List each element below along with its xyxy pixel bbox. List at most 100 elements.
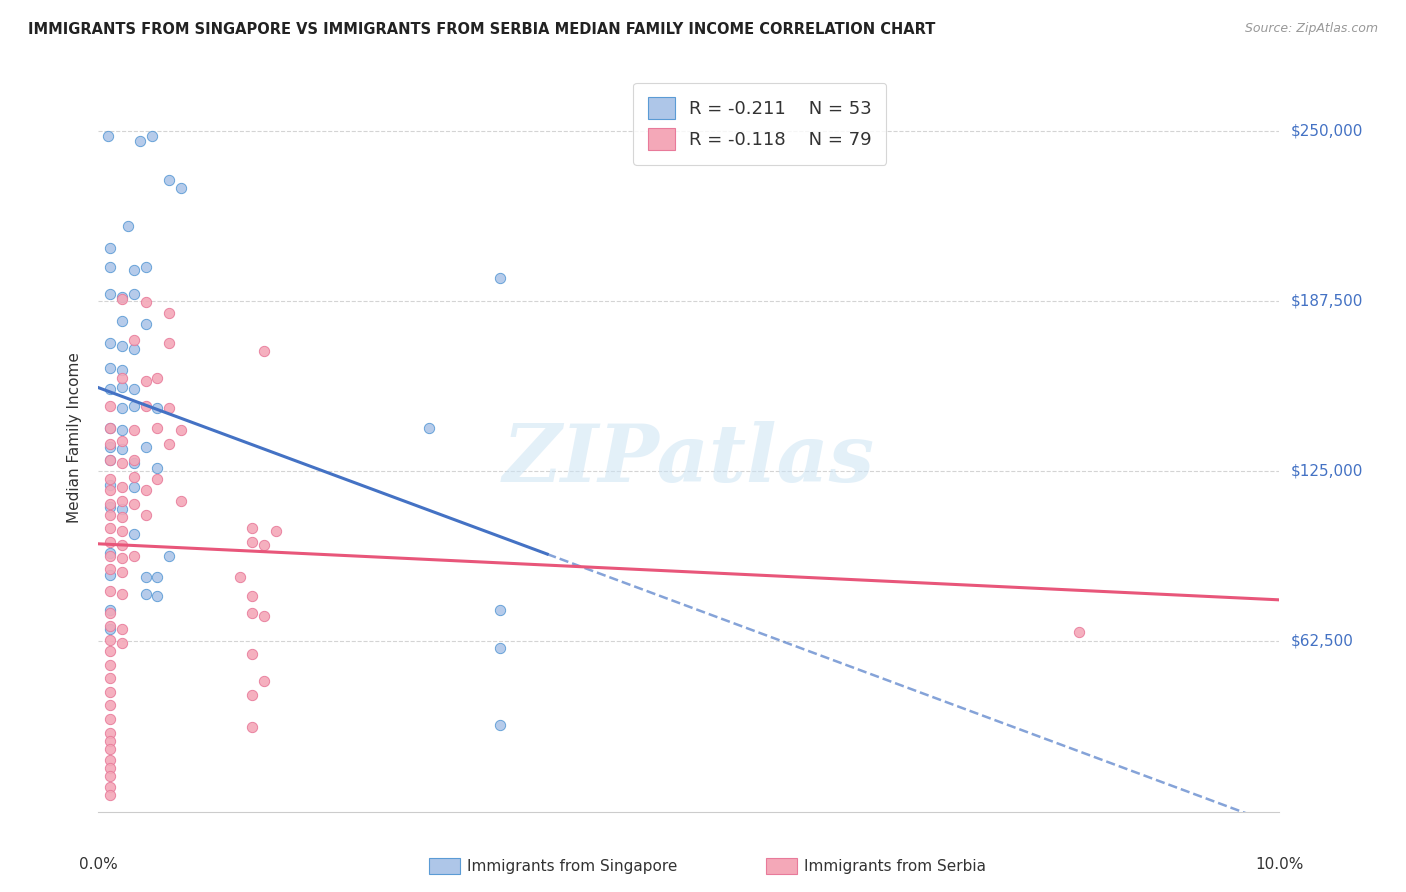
Point [240, 590, 263, 604]
Point [111, 401, 134, 416]
Point [253, 538, 276, 552]
Point [98, 440, 121, 454]
Point [135, 399, 157, 413]
Point [146, 472, 169, 486]
Point [111, 442, 134, 457]
Point [122, 526, 145, 541]
Point [418, 420, 440, 434]
Point [240, 688, 263, 702]
Point [111, 481, 134, 495]
Point [240, 535, 263, 549]
Point [98, 472, 121, 486]
Text: 0.0%: 0.0% [79, 856, 118, 871]
Point [135, 295, 157, 310]
Point [253, 673, 276, 688]
Point [98, 521, 121, 535]
Point [157, 437, 180, 451]
Point [117, 219, 139, 233]
Point [122, 399, 145, 413]
Point [98, 769, 121, 783]
Point [98, 789, 121, 803]
Point [253, 344, 276, 359]
Point [170, 494, 193, 508]
Point [98, 383, 121, 397]
Point [97, 128, 120, 143]
Point [128, 135, 150, 149]
Point [98, 742, 121, 756]
Point [489, 603, 512, 617]
Point [146, 401, 169, 416]
Point [98, 712, 121, 726]
Point [122, 469, 145, 483]
Point [170, 181, 193, 195]
Point [111, 290, 134, 304]
Point [122, 342, 145, 356]
Point [146, 371, 169, 385]
Point [111, 587, 134, 601]
Text: Immigrants from Singapore: Immigrants from Singapore [467, 859, 678, 873]
Point [98, 567, 121, 582]
Point [98, 753, 121, 767]
Point [111, 622, 134, 636]
Point [122, 262, 145, 277]
Point [240, 720, 263, 734]
Point [157, 401, 180, 416]
Text: IMMIGRANTS FROM SINGAPORE VS IMMIGRANTS FROM SERBIA MEDIAN FAMILY INCOME CORRELA: IMMIGRANTS FROM SINGAPORE VS IMMIGRANTS … [28, 22, 935, 37]
Point [111, 456, 134, 470]
Point [122, 456, 145, 470]
Point [157, 172, 180, 186]
Text: $250,000: $250,000 [1291, 123, 1362, 138]
Point [111, 551, 134, 566]
Point [98, 508, 121, 522]
Point [98, 500, 121, 514]
Point [111, 363, 134, 377]
Point [135, 508, 157, 522]
Point [98, 241, 121, 255]
Point [98, 546, 121, 560]
Point [98, 477, 121, 491]
Text: ZIPatlas: ZIPatlas [503, 421, 875, 499]
Point [240, 647, 263, 661]
Point [229, 570, 252, 584]
Point [98, 260, 121, 274]
Point [111, 314, 134, 328]
Point [157, 549, 180, 563]
Point [98, 336, 121, 351]
Point [122, 497, 145, 511]
Point [135, 587, 157, 601]
Point [98, 606, 121, 620]
Point [111, 565, 134, 579]
Point [111, 636, 134, 650]
Point [98, 761, 121, 775]
Point [98, 399, 121, 413]
Point [122, 334, 145, 348]
Point [135, 440, 157, 454]
Point [135, 374, 157, 388]
Point [111, 339, 134, 353]
Point [98, 535, 121, 549]
Point [1067, 624, 1090, 639]
Point [157, 336, 180, 351]
Point [264, 524, 287, 538]
Point [98, 780, 121, 795]
Point [157, 306, 180, 320]
Point [98, 497, 121, 511]
Point [135, 483, 157, 498]
Text: $62,500: $62,500 [1291, 634, 1354, 648]
Point [111, 502, 134, 516]
Point [122, 481, 145, 495]
Point [111, 293, 134, 307]
Point [111, 510, 134, 524]
Point [98, 453, 121, 467]
Point [170, 423, 193, 437]
Point [98, 549, 121, 563]
Point [111, 524, 134, 538]
Point [135, 260, 157, 274]
Point [135, 570, 157, 584]
Point [98, 287, 121, 301]
Text: 10.0%: 10.0% [1256, 856, 1303, 871]
Point [122, 383, 145, 397]
Point [98, 360, 121, 375]
Point [111, 423, 134, 437]
Point [489, 717, 512, 731]
